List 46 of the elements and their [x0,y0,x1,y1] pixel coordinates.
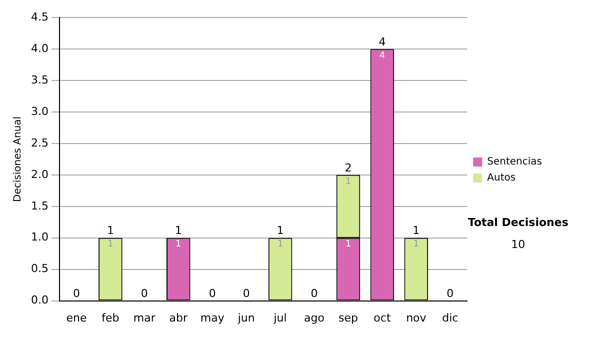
data-label: 1 [108,240,114,250]
y-tick-label: 0.5 [30,262,48,276]
total-label: 0 [140,287,148,300]
total-label: 0 [310,287,318,300]
x-tick-label: feb [102,311,120,324]
y-tick-label: 4.0 [30,42,48,55]
x-tick-label: dic [442,311,458,324]
y-tick-label: 2.5 [30,136,48,150]
y-tick-label: 3.0 [30,104,48,118]
total-label: 0 [446,287,454,300]
total-label: 1 [412,224,420,238]
y-tick-label: 4.5 [30,10,48,24]
data-label: 1 [345,240,352,250]
x-tick-label: nov [406,311,427,324]
total-label: 0 [242,287,250,300]
legend-label: Autos [487,172,516,184]
total-label: 4 [378,35,386,48]
total-label: 1 [106,224,114,238]
total-label: 2 [344,161,352,174]
total-label: 1 [276,224,284,238]
x-tick-label: mar [133,311,156,324]
data-label: 1 [277,240,284,250]
total-label: 1 [174,224,182,238]
x-tick-label: abr [169,311,188,324]
x-tick-label: jun [236,311,255,324]
total-label: 0 [208,287,216,300]
data-label: 1 [345,176,352,187]
y-tick-label: 1.0 [30,230,48,244]
x-tick-label: may [200,311,225,324]
x-tick-label: jul [272,311,287,324]
data-label: 4 [379,50,386,61]
data-label: 1 [176,240,182,250]
y-axis-title: Decisiones Anual [12,116,24,202]
y-tick-label: 1.5 [30,199,48,212]
x-tick-label: sep [338,311,358,324]
text: Total Decisiones [468,216,569,229]
data-label: 1 [413,240,420,250]
text: 10 [511,238,526,251]
legend-label: Sentencias [487,156,542,168]
x-tick-label: oct [374,311,392,324]
y-tick-label: 0.0 [30,294,48,307]
x-tick-label: ago [304,311,325,324]
y-tick-label: 3.5 [30,73,48,86]
x-tick-label: ene [66,311,87,324]
y-tick-label: 2.0 [30,168,48,181]
total-label: 0 [72,287,80,300]
